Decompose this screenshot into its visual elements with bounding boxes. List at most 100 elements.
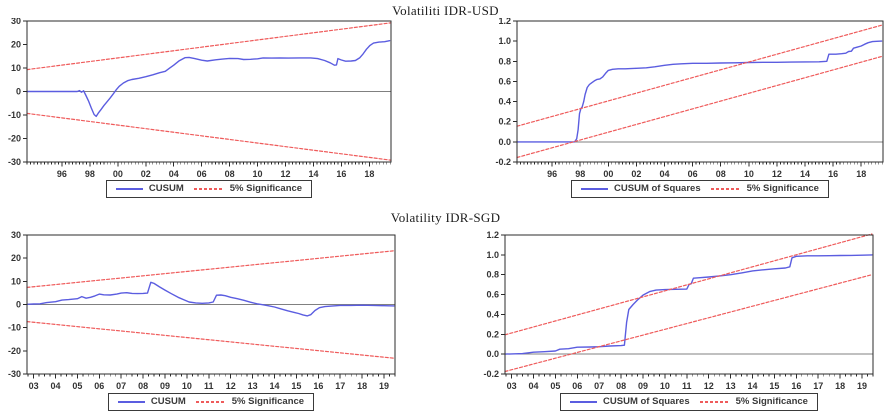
legend-entry-cusum: CUSUM <box>115 183 184 194</box>
svg-text:10: 10 <box>660 381 670 391</box>
svg-text:12: 12 <box>280 169 290 179</box>
solid-line-swatch-icon <box>581 187 609 190</box>
svg-text:16: 16 <box>313 381 323 391</box>
svg-text:14: 14 <box>308 169 318 179</box>
panel-cusumsq-idr-usd: 1.2 1.0 0.8 0.6 0.4 0.2 0.0 -0.2 96 98 00 02 04 06 08 1… <box>446 18 891 199</box>
chart-cusumsq-idr-usd: 1.2 1.0 0.8 0.6 0.4 0.2 0.0 -0.2 96 98 00 02 04 06 08 1… <box>495 18 884 179</box>
svg-text:16: 16 <box>791 381 801 391</box>
svg-text:02: 02 <box>141 169 151 179</box>
figure-title-idr-usd: Volatiliti IDR-USD <box>392 3 499 18</box>
svg-text:20: 20 <box>11 40 21 50</box>
svg-text:06: 06 <box>572 381 582 391</box>
legend-row: CUSUM of Squares 5% Significance <box>505 393 873 412</box>
legend-entry-5-significance: 5% Significance <box>710 183 819 194</box>
chart-cusum-idr-usd: 30 20 10 0 -10 -20 -30 96 98 00 02 04 06 08 10 12 14 16 18 <box>8 18 392 179</box>
svg-text:20: 20 <box>11 253 21 263</box>
svg-text:06: 06 <box>197 169 207 179</box>
svg-text:14: 14 <box>800 169 810 179</box>
svg-text:11: 11 <box>204 381 214 391</box>
legend-label: CUSUM <box>148 183 184 194</box>
dashed-line-swatch-icon <box>710 187 741 190</box>
svg-text:-0.2: -0.2 <box>483 369 499 379</box>
svg-text:0.4: 0.4 <box>498 97 511 107</box>
svg-text:-30: -30 <box>8 369 21 379</box>
legend-entry-cusum-of-squares: CUSUM of Squares <box>570 396 690 407</box>
svg-text:08: 08 <box>716 169 726 179</box>
svg-text:05: 05 <box>72 381 82 391</box>
legend-box-cusumsq-idr-usd: CUSUM of Squares 5% Significance <box>571 180 829 199</box>
chart-cusumsq-idr-sgd: 1.2 1.0 0.8 0.6 0.4 0.2 0.0 -0.2 03 04 05 06 07 08 09 1… <box>483 230 874 391</box>
svg-text:0.2: 0.2 <box>498 117 511 127</box>
legend-entry-5-significance: 5% Significance <box>699 396 808 407</box>
svg-text:0.2: 0.2 <box>486 329 499 339</box>
panel-cusum-idr-sgd: 30 20 10 0 -10 -20 -30 03 04 05 06 07 08 09 10 11 12 13 14… <box>0 226 445 412</box>
legend-row: CUSUM 5% Significance <box>27 393 395 412</box>
svg-text:-30: -30 <box>8 157 21 167</box>
legend-row: CUSUM 5% Significance <box>27 180 391 199</box>
legend-label: CUSUM of Squares <box>603 396 690 407</box>
svg-text:12: 12 <box>226 381 236 391</box>
svg-text:-10: -10 <box>8 323 21 333</box>
svg-text:96: 96 <box>547 169 557 179</box>
svg-text:10: 10 <box>11 63 21 73</box>
svg-text:19: 19 <box>857 381 867 391</box>
legend-label: CUSUM <box>150 396 186 407</box>
svg-text:1.2: 1.2 <box>486 230 499 240</box>
svg-text:19: 19 <box>379 381 389 391</box>
legend-box-cusumsq-idr-sgd: CUSUM of Squares 5% Significance <box>560 393 818 412</box>
svg-text:98: 98 <box>575 169 585 179</box>
svg-text:12: 12 <box>704 381 714 391</box>
legend-entry-cusum: CUSUM <box>117 396 186 407</box>
svg-text:17: 17 <box>813 381 823 391</box>
svg-text:04: 04 <box>660 169 670 179</box>
legend-row: CUSUM of Squares 5% Significance <box>517 180 883 199</box>
legend-entry-5-significance: 5% Significance <box>195 396 305 407</box>
svg-text:0.4: 0.4 <box>486 309 499 319</box>
svg-text:14: 14 <box>748 381 758 391</box>
svg-text:10: 10 <box>253 169 263 179</box>
panel-cusum-idr-usd: 30 20 10 0 -10 -20 -30 96 98 00 02 04 06 08 10 12 14 16 18… <box>0 18 445 199</box>
svg-text:96: 96 <box>57 169 67 179</box>
svg-text:98: 98 <box>85 169 95 179</box>
legend-entry-cusum-of-squares: CUSUM of Squares <box>581 183 701 194</box>
svg-text:09: 09 <box>160 381 170 391</box>
dashed-line-swatch-icon <box>195 400 226 403</box>
legend-label: 5% Significance <box>231 396 305 407</box>
legend-entry-5-significance: 5% Significance <box>193 183 302 194</box>
svg-text:0.6: 0.6 <box>498 76 511 86</box>
svg-text:00: 00 <box>113 169 123 179</box>
svg-text:0.6: 0.6 <box>486 290 499 300</box>
svg-text:03: 03 <box>29 381 39 391</box>
legend-label: 5% Significance <box>735 396 808 407</box>
svg-text:13: 13 <box>726 381 736 391</box>
svg-text:12: 12 <box>772 169 782 179</box>
svg-text:07: 07 <box>116 381 126 391</box>
svg-text:07: 07 <box>594 381 604 391</box>
svg-text:10: 10 <box>182 381 192 391</box>
solid-line-swatch-icon <box>570 400 598 403</box>
svg-text:09: 09 <box>638 381 648 391</box>
svg-text:-20: -20 <box>8 134 21 144</box>
svg-text:04: 04 <box>169 169 179 179</box>
svg-text:02: 02 <box>631 169 641 179</box>
svg-text:00: 00 <box>603 169 613 179</box>
svg-text:08: 08 <box>138 381 148 391</box>
svg-text:15: 15 <box>769 381 779 391</box>
svg-text:-20: -20 <box>8 346 21 356</box>
svg-text:13: 13 <box>248 381 258 391</box>
svg-text:-10: -10 <box>8 110 21 120</box>
svg-text:15: 15 <box>291 381 301 391</box>
svg-text:04: 04 <box>528 381 538 391</box>
svg-text:11: 11 <box>682 381 692 391</box>
svg-text:30: 30 <box>11 230 21 240</box>
svg-text:08: 08 <box>616 381 626 391</box>
svg-text:18: 18 <box>364 169 374 179</box>
svg-text:18: 18 <box>835 381 845 391</box>
svg-text:1.0: 1.0 <box>498 36 511 46</box>
svg-text:04: 04 <box>50 381 60 391</box>
svg-text:1.0: 1.0 <box>486 250 499 260</box>
svg-text:1.2: 1.2 <box>498 18 511 26</box>
svg-text:0.0: 0.0 <box>498 137 511 147</box>
svg-text:16: 16 <box>336 169 346 179</box>
